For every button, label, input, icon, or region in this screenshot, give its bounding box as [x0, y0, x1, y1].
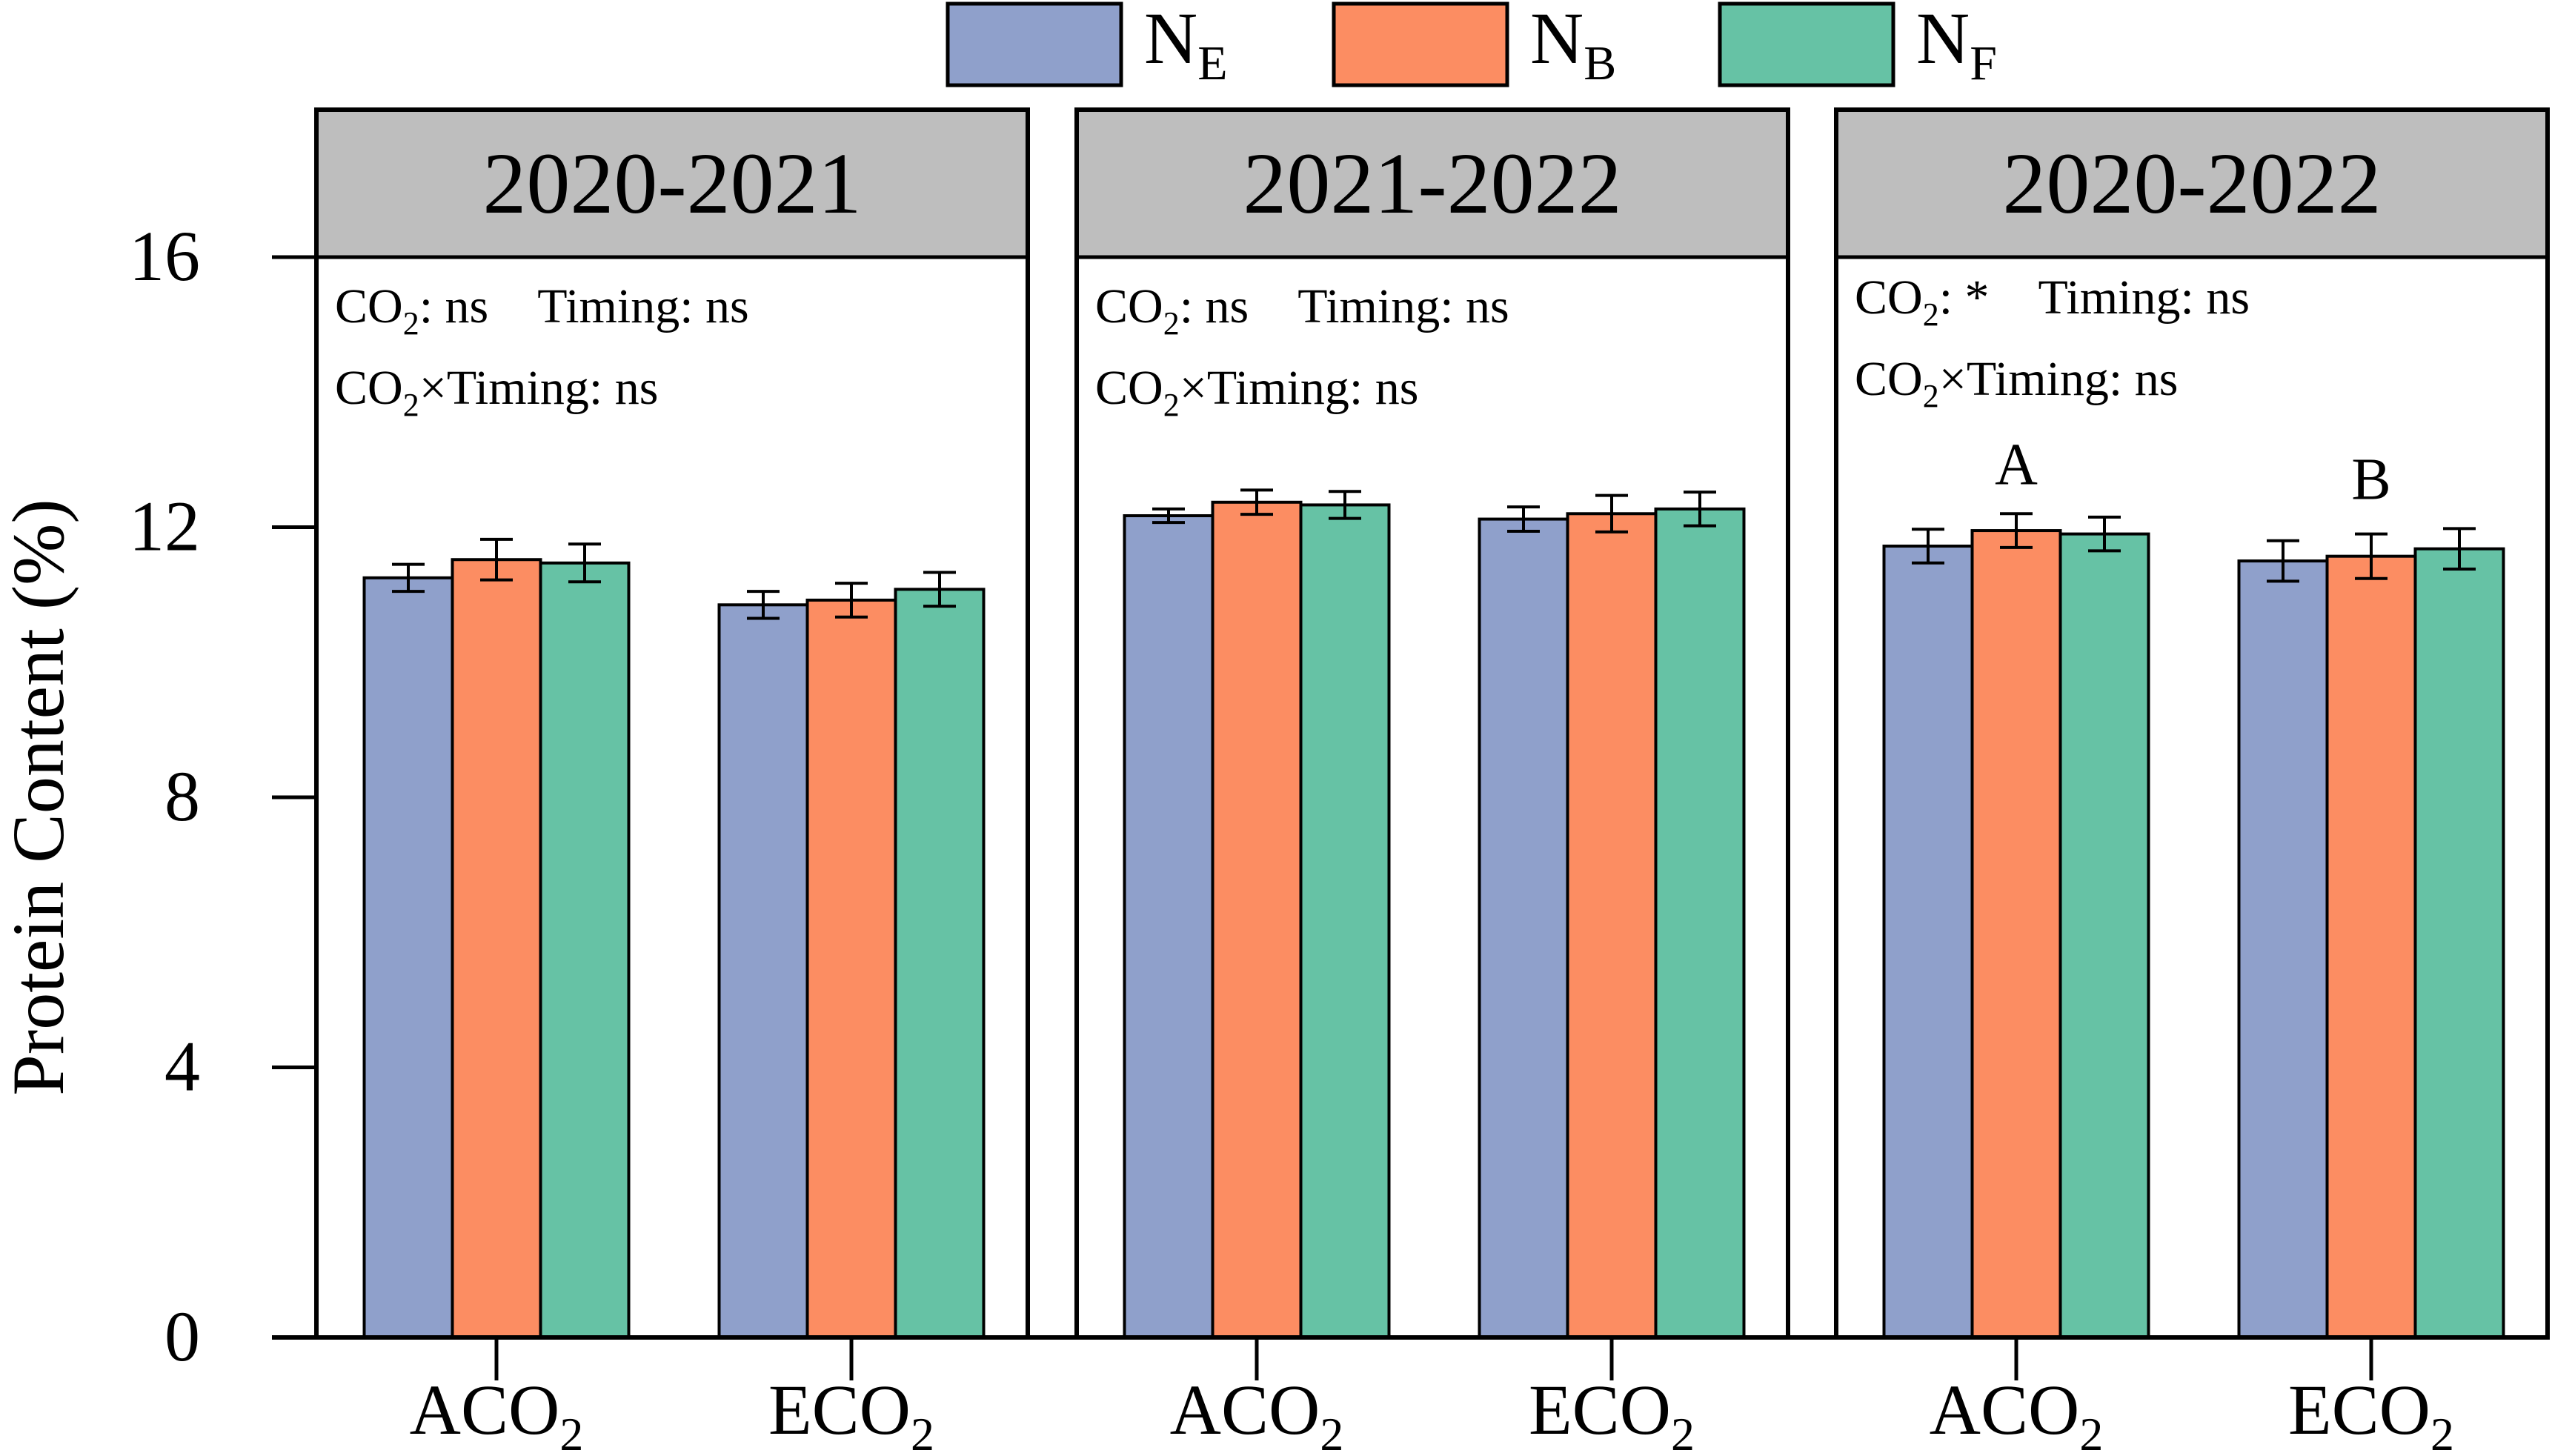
panel-title: 2021-2022 — [1243, 135, 1621, 232]
legend-entry: NB — [1332, 0, 1616, 90]
x-tick-label: ACO2 — [1170, 1370, 1344, 1456]
stats-annotation: CO2​×Timing: ns — [335, 361, 658, 423]
panel-2020-2022: 2020-2022 CO2​: * Timing: ns CO2​×Timing: … — [1834, 107, 2550, 1456]
y-tick-label: 0 — [165, 1297, 200, 1376]
bar-NB-ACO — [1970, 529, 2062, 1339]
bar-NF-ECO — [1654, 507, 1746, 1339]
panel-title-strip — [1836, 110, 2548, 257]
stats-annotation: CO2​×Timing: ns — [1095, 361, 1418, 423]
stats-annotation: CO2​: ns Timing: ns — [335, 279, 749, 342]
bar-NB-ACO — [451, 558, 542, 1339]
legend-swatch — [1332, 1, 1509, 87]
panel-2021-2022: 2021-2022 CO2​: ns Timing: ns CO2​×Timing:… — [1074, 107, 1790, 1456]
x-tick-label: ACO2 — [410, 1370, 584, 1456]
y-axis-label: Protein Content (%) — [0, 499, 79, 1095]
panel-title: 2020-2021 — [482, 135, 861, 232]
panel-title-strip — [316, 110, 1028, 257]
x-tick-label: ECO2 — [768, 1370, 934, 1456]
bar-NE-ECO — [2237, 559, 2329, 1339]
significance-letter: A — [1995, 432, 2038, 497]
bar-NF-ACO — [539, 561, 631, 1339]
y-tick-label: 12 — [129, 487, 200, 566]
bar-NF-ACO — [2058, 532, 2150, 1339]
legend-swatch — [946, 1, 1123, 87]
panel-title-strip — [1077, 110, 1788, 257]
stats-annotation: CO2​: ns Timing: ns — [1095, 279, 1509, 342]
x-tick-label: ECO2 — [1529, 1370, 1695, 1456]
legend-label: NE — [1144, 0, 1228, 90]
bar-NB-ACO — [1211, 500, 1303, 1340]
bar-NF-ACO — [1299, 503, 1391, 1340]
stats-annotation: CO2​: * Timing: ns — [1855, 270, 2250, 333]
y-tick-label: 16 — [129, 216, 200, 296]
panel-title: 2020-2022 — [2002, 135, 2381, 232]
bar-NB-ECO — [805, 598, 897, 1339]
bar-NE-ECO — [717, 603, 809, 1339]
stats-annotation: CO2​×Timing: ns — [1855, 352, 2178, 414]
panel-2020-2021: 2020-2021 CO2​: ns Timing: ns CO2​×Timing:… — [314, 107, 1030, 1456]
y-tick-label: 4 — [165, 1027, 200, 1106]
x-tick-label: ACO2 — [1930, 1370, 2104, 1456]
bar-NB-ECO — [1566, 512, 1658, 1339]
legend-entry: NF — [1718, 0, 1997, 90]
bar-NB-ECO — [2325, 554, 2417, 1340]
legend-entry: NE — [946, 0, 1228, 90]
legend-label: NB — [1530, 0, 1616, 90]
bar-NE-ECO — [1478, 517, 1569, 1340]
legend-label: NF — [1916, 0, 1997, 90]
bar-NE-ACO — [362, 576, 454, 1339]
bar-NF-ECO — [2413, 547, 2505, 1339]
x-tick-label: ECO2 — [2288, 1370, 2454, 1456]
y-tick-label: 8 — [165, 757, 200, 836]
bar-NF-ECO — [894, 588, 986, 1339]
bar-NE-ACO — [1123, 514, 1214, 1339]
significance-letter: B — [2351, 447, 2390, 512]
legend-swatch — [1718, 1, 1895, 87]
bar-NE-ACO — [1882, 545, 1974, 1339]
